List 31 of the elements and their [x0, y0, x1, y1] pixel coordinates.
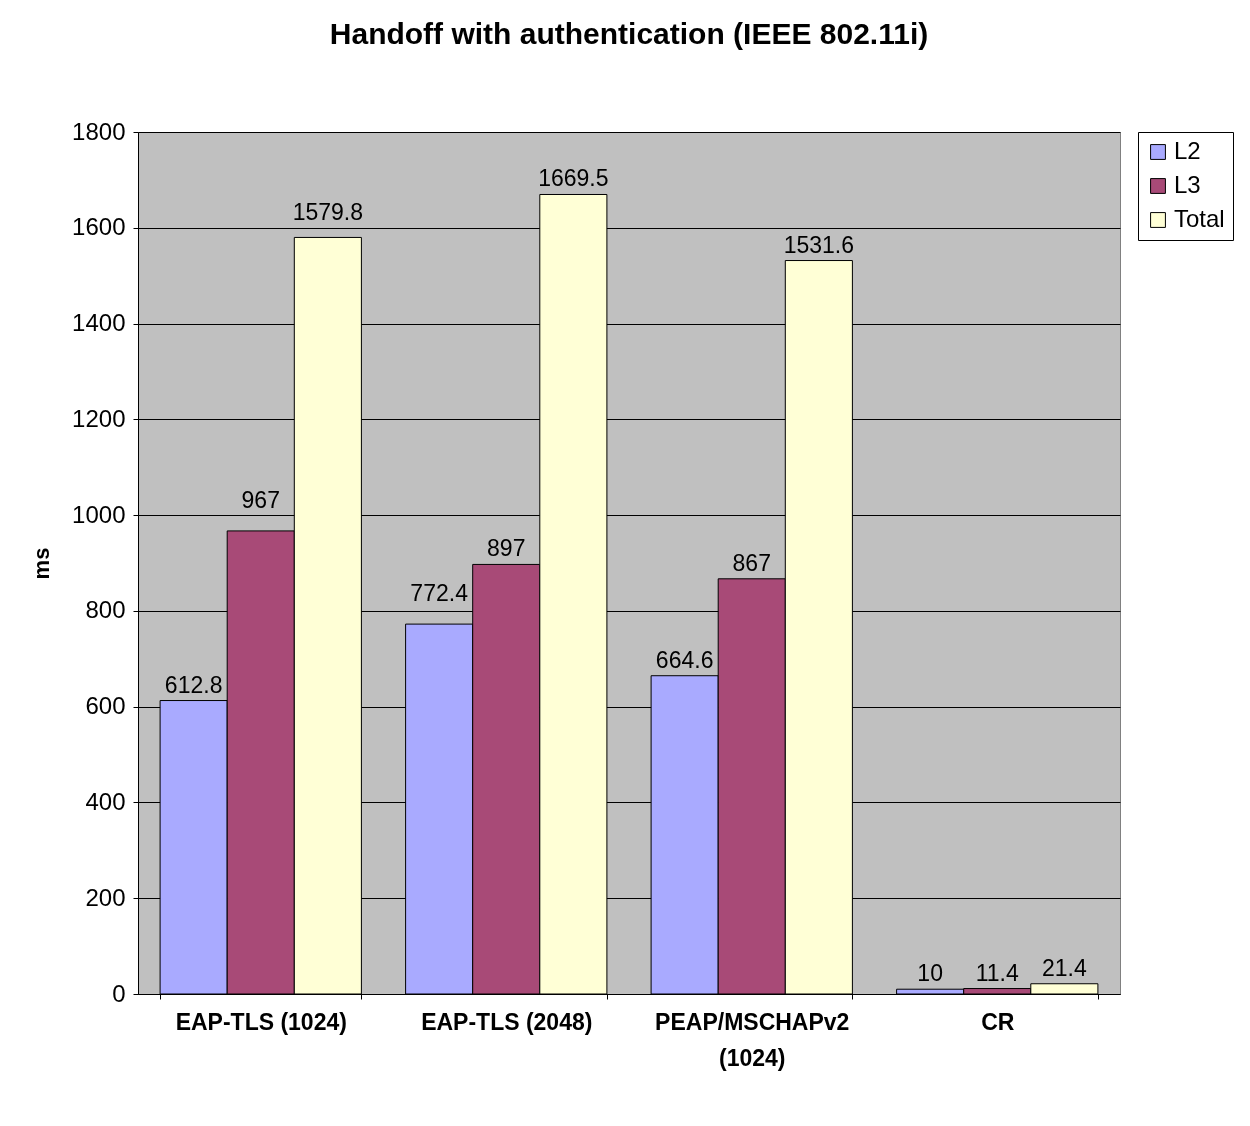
- data-label: 10: [917, 960, 943, 987]
- data-label: 1531.6: [783, 231, 855, 258]
- data-label: 967: [241, 486, 280, 513]
- data-label: 897: [487, 535, 526, 562]
- legend-label: L3: [1174, 171, 1201, 198]
- data-label: 11.4: [975, 959, 1019, 986]
- y-tick-label: 600: [85, 692, 126, 720]
- data-label: 1579.8: [292, 199, 364, 226]
- y-tick-label: 400: [85, 787, 126, 815]
- data-label: 664.6: [655, 646, 714, 673]
- y-tick-label: 1800: [72, 117, 126, 145]
- data-label: 867: [732, 549, 771, 576]
- legend-label: L2: [1174, 137, 1201, 164]
- y-tick-label: 800: [85, 596, 126, 624]
- y-tick-label: 1000: [72, 500, 126, 528]
- x-tick-label: PEAP/MSCHAPv2 (1024): [655, 1008, 850, 1071]
- x-tick-label: EAP-TLS (1024): [175, 1008, 347, 1035]
- x-tick-label: CR: [981, 1008, 1015, 1035]
- y-tick-label: 1600: [72, 213, 126, 241]
- y-tick-label: 0: [112, 979, 126, 1007]
- data-label: 772.4: [410, 580, 469, 607]
- data-label: 1669.5: [538, 165, 609, 192]
- data-label: 612.8: [164, 671, 223, 698]
- y-axis-title: ms: [29, 547, 55, 580]
- legend-label: Total: [1174, 205, 1225, 232]
- y-tick-label: 200: [85, 883, 126, 911]
- chart-title: Handoff with authentication (IEEE 802.11i): [329, 17, 929, 50]
- y-tick-label: 1200: [72, 404, 126, 432]
- data-label: 21.4: [1041, 954, 1087, 981]
- y-tick-label: 1400: [72, 309, 126, 337]
- x-tick-label: EAP-TLS (2048): [421, 1008, 593, 1035]
